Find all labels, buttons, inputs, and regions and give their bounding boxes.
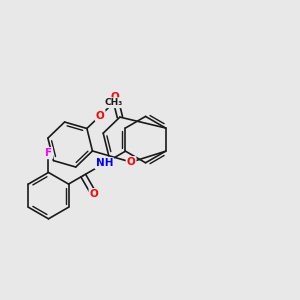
- Text: O: O: [96, 111, 104, 121]
- Text: O: O: [127, 157, 135, 167]
- Text: CH₃: CH₃: [104, 98, 123, 107]
- Text: NH: NH: [96, 158, 113, 168]
- Text: O: O: [90, 189, 98, 199]
- Text: O: O: [110, 92, 119, 102]
- Text: F: F: [45, 148, 52, 158]
